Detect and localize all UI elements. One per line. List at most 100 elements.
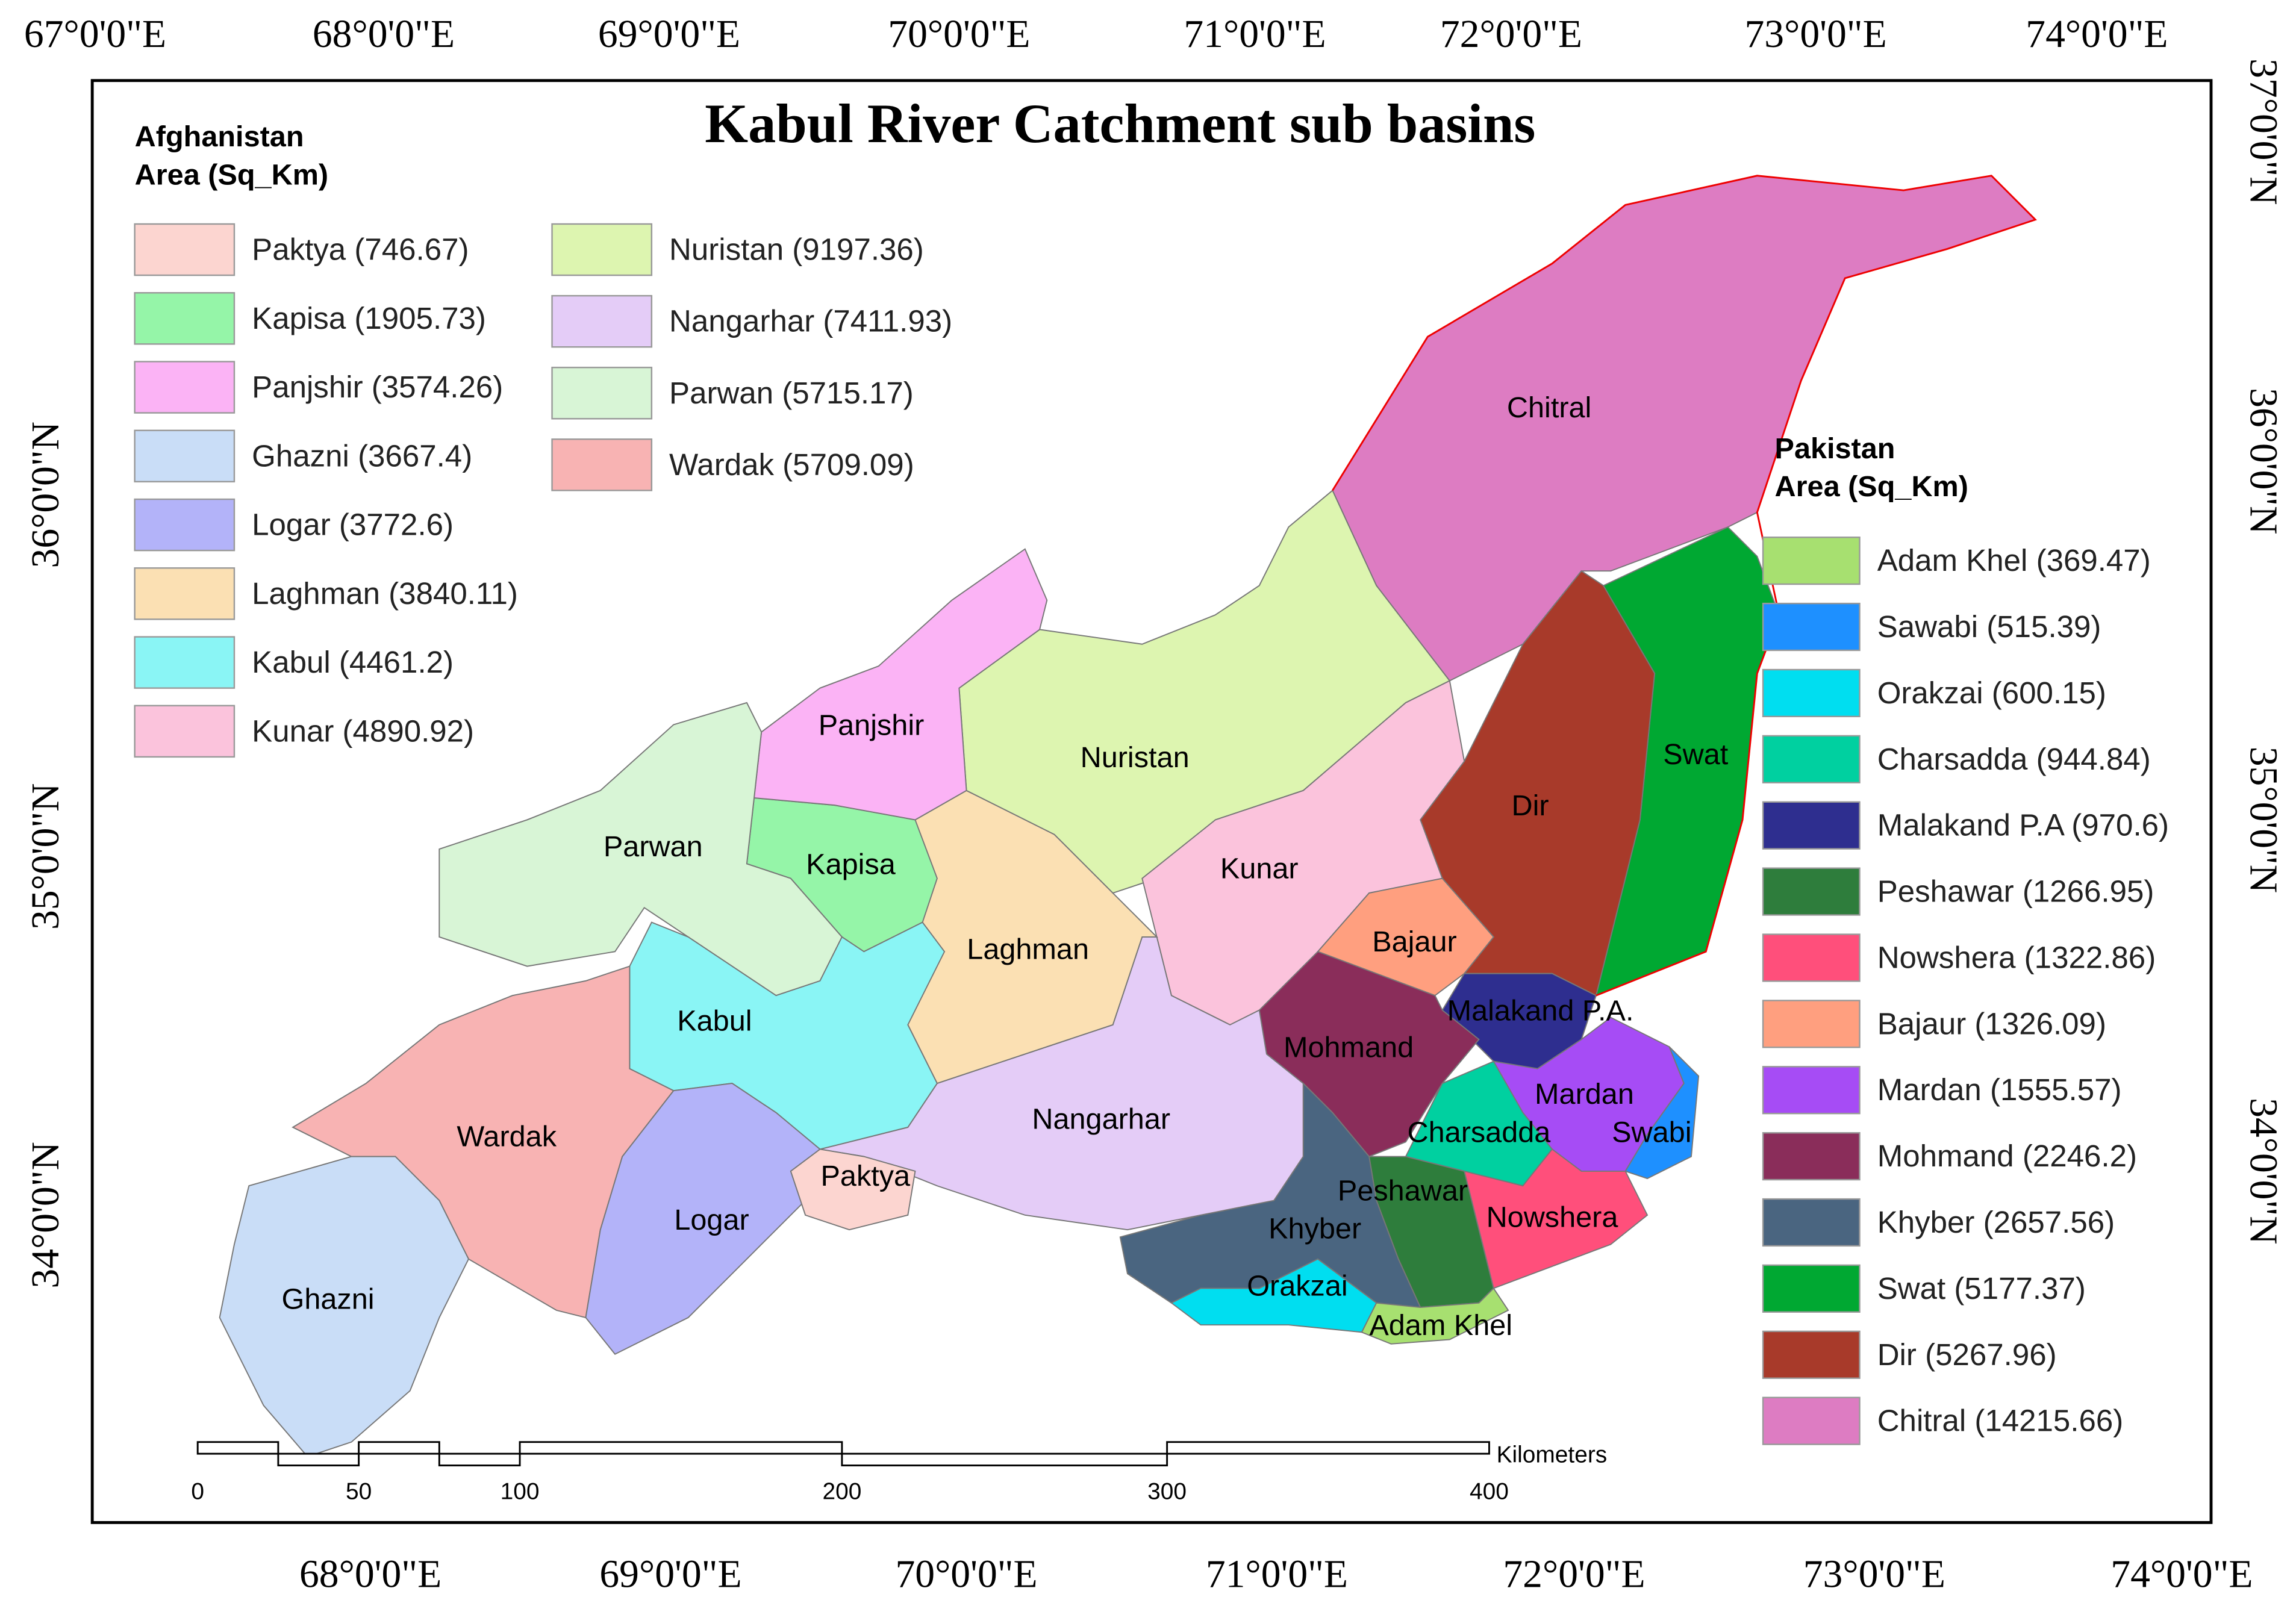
left-axis-label: 36°0'0"N <box>24 422 67 568</box>
region-label: Charsadda <box>1408 1116 1552 1148</box>
region-label: Dir <box>1511 789 1549 822</box>
legend-swatch <box>1762 1198 1861 1247</box>
scale-bar-label: 0 <box>191 1478 204 1504</box>
scale-bar-unit: Kilometers <box>1497 1442 1608 1468</box>
top-axis-label: 69°0'0"E <box>598 13 740 56</box>
region-label: Panjshir <box>819 709 925 741</box>
legend-swatch <box>134 567 236 620</box>
legend-label: Logar (3772.6) <box>252 508 454 542</box>
legend-heading: Area (Sq_Km) <box>1775 470 1968 503</box>
legend-swatch <box>134 429 236 483</box>
top-axis-label: 68°0'0"E <box>313 13 455 56</box>
legend-label: Parwan (5715.17) <box>669 376 914 410</box>
legend-label: Adam Khel (369.47) <box>1877 543 2151 577</box>
legend-label: Nowshera (1322.86) <box>1877 940 2156 974</box>
region-label: Paktya <box>820 1160 911 1192</box>
legend-swatch <box>134 292 236 345</box>
scale-bar-segment <box>196 1441 279 1455</box>
legend-swatch <box>1762 1132 1861 1181</box>
region-label: Nowshera <box>1486 1201 1619 1233</box>
region-label: Malakand P.A. <box>1447 995 1634 1027</box>
legend-label: Panjshir (3574.26) <box>252 370 503 404</box>
legend-swatch <box>134 498 236 552</box>
regions <box>219 175 2037 1458</box>
legend-label: Peshawar (1266.95) <box>1877 874 2154 909</box>
region-ghazni <box>219 1156 470 1458</box>
bottom-axis-label: 71°0'0"E <box>1206 1552 1348 1596</box>
scale-bar-label: 300 <box>1147 1478 1187 1504</box>
right-axis-label: 34°0'0"N <box>2242 1098 2285 1245</box>
legend-swatch <box>551 223 653 276</box>
region-paktya <box>790 1148 916 1231</box>
region-adam-khel <box>1361 1287 1509 1345</box>
legend-label: Charsadda (944.84) <box>1877 742 2151 776</box>
region-label: Kapisa <box>806 848 896 880</box>
legend-label: Sawabi (515.39) <box>1877 609 2101 644</box>
bottom-axis-label: 69°0'0"E <box>599 1552 741 1596</box>
region-label: Bajaur <box>1372 926 1457 958</box>
legend-swatch <box>134 636 236 689</box>
region-swabi <box>1624 1046 1700 1180</box>
legend-heading: Afghanistan <box>135 120 304 153</box>
top-axis-label: 70°0'0"E <box>888 13 1030 56</box>
legend-label: Kapisa (1905.73) <box>252 301 486 335</box>
legend-label: Nuristan (9197.36) <box>669 232 924 267</box>
region-label: Nangarhar <box>1032 1103 1170 1135</box>
dynamic-layer: Afghanistan Area (Sq_Km) Paktya (746.67) Ka… <box>24 13 2285 1596</box>
region-label: Adam Khel <box>1369 1309 1512 1342</box>
legend-label: Dir (5267.96) <box>1877 1337 2057 1372</box>
map-title: Kabul River Catchment sub basins <box>705 93 1535 154</box>
legend-swatch <box>1762 933 1861 982</box>
map-frame <box>90 79 2213 1524</box>
legend-swatch <box>1762 1000 1861 1048</box>
legend-swatch <box>1762 1330 1861 1379</box>
top-axis-label: 71°0'0"E <box>1184 13 1326 56</box>
boundary-line <box>1332 175 2037 997</box>
bottom-axis-label: 72°0'0"E <box>1503 1552 1645 1596</box>
region-parwan <box>438 702 843 997</box>
scale-bar-label: 100 <box>501 1478 540 1504</box>
legend-label: Mohmand (2246.2) <box>1877 1139 2137 1173</box>
legend-swatch <box>551 367 653 420</box>
legend-swatch <box>1762 801 1861 850</box>
scale-bar-label: 400 <box>1470 1478 1509 1504</box>
right-axis-label: 37°0'0"N <box>2242 58 2285 205</box>
legend-swatch <box>551 438 653 491</box>
bottom-axis-label: 68°0'0"E <box>299 1552 441 1596</box>
region-label: Chitral <box>1507 391 1591 424</box>
bottom-axis-label: 70°0'0"E <box>895 1552 1037 1596</box>
legend-swatch <box>1762 602 1861 652</box>
legend-swatch <box>1762 735 1861 783</box>
legend-swatch <box>551 294 653 348</box>
left-axis-label: 35°0'0"N <box>24 783 67 930</box>
legend-swatch <box>1762 668 1861 718</box>
legend-swatch <box>134 223 236 276</box>
region-label: Peshawar <box>1338 1175 1468 1207</box>
region-label: Kunar <box>1220 853 1299 885</box>
region-label: Laghman <box>967 933 1089 965</box>
scale-bar-segment <box>277 1452 360 1467</box>
legend-label: Malakand P.A (970.6) <box>1877 808 2169 842</box>
region-label: Swabi <box>1612 1116 1691 1148</box>
top-axis-label: 72°0'0"E <box>1440 13 1582 56</box>
legend-label: Wardak (5709.09) <box>669 447 914 482</box>
region-panjshir <box>753 548 1048 821</box>
region-label: Mardan <box>1535 1078 1634 1110</box>
scale-bar-segment <box>438 1452 521 1467</box>
legend-label: Nangarhar (7411.93) <box>669 304 952 338</box>
scale-bar-segment <box>358 1441 440 1455</box>
right-axis-label: 36°0'0"N <box>2242 388 2285 535</box>
region-label: Parwan <box>604 830 703 863</box>
bottom-axis-label: 74°0'0"E <box>2110 1552 2253 1596</box>
scale-bar-label: 200 <box>822 1478 861 1504</box>
legend-label: Khyber (2657.56) <box>1877 1205 2115 1239</box>
region-label: Orakzai <box>1247 1270 1347 1303</box>
legend-swatch <box>134 705 236 758</box>
region-label: Kabul <box>677 1005 752 1038</box>
region-labels: Chitral Swat Dir Nuristan Kunar Bajaur M… <box>282 391 1729 1342</box>
region-label: Wardak <box>457 1121 557 1153</box>
left-axis-label: 34°0'0"N <box>24 1142 67 1289</box>
region-label: Ghazni <box>282 1283 375 1315</box>
region-label: Logar <box>674 1204 749 1236</box>
